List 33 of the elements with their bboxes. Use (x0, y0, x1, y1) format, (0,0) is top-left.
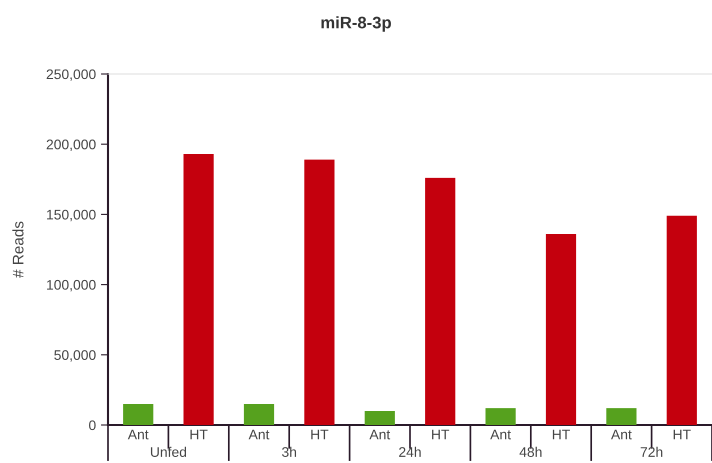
bar (425, 178, 456, 425)
bar (304, 160, 334, 425)
series-label: HT (190, 430, 208, 440)
x-tick-label: 24h (399, 446, 421, 457)
series-label: Ant (128, 430, 149, 440)
text: HT (674, 430, 691, 440)
bar (666, 216, 697, 425)
text: HT (311, 430, 328, 440)
text: Ant (369, 430, 390, 440)
y-tick-label: 200,000 (46, 140, 96, 152)
text: HT (552, 430, 570, 440)
bar (123, 404, 154, 425)
y-axis-title: # Reads (12, 222, 24, 278)
bar (606, 408, 636, 425)
bar (364, 410, 395, 425)
text: Ant (248, 430, 270, 440)
y-tick-label: 150,000 (47, 210, 96, 222)
x-tick-label: Unfed (150, 446, 186, 457)
x-tick-label: 3h (282, 446, 296, 457)
y-tick-label: 100,000 (47, 280, 96, 292)
bar (546, 234, 576, 425)
x-tick-label: 48h (520, 446, 542, 457)
text: HT (432, 430, 450, 440)
bar (244, 404, 274, 425)
text: Ant (490, 430, 511, 440)
y-tick-label: 0 (89, 420, 96, 430)
bar (486, 408, 516, 425)
x-tick-label: 72h (640, 446, 662, 457)
text: Ant (611, 430, 632, 440)
chart-title: miR-8-3p (321, 16, 391, 32)
y-tick-label: 250,000 (46, 69, 96, 81)
y-tick-label: 50,000 (54, 350, 96, 362)
bar (184, 154, 214, 425)
